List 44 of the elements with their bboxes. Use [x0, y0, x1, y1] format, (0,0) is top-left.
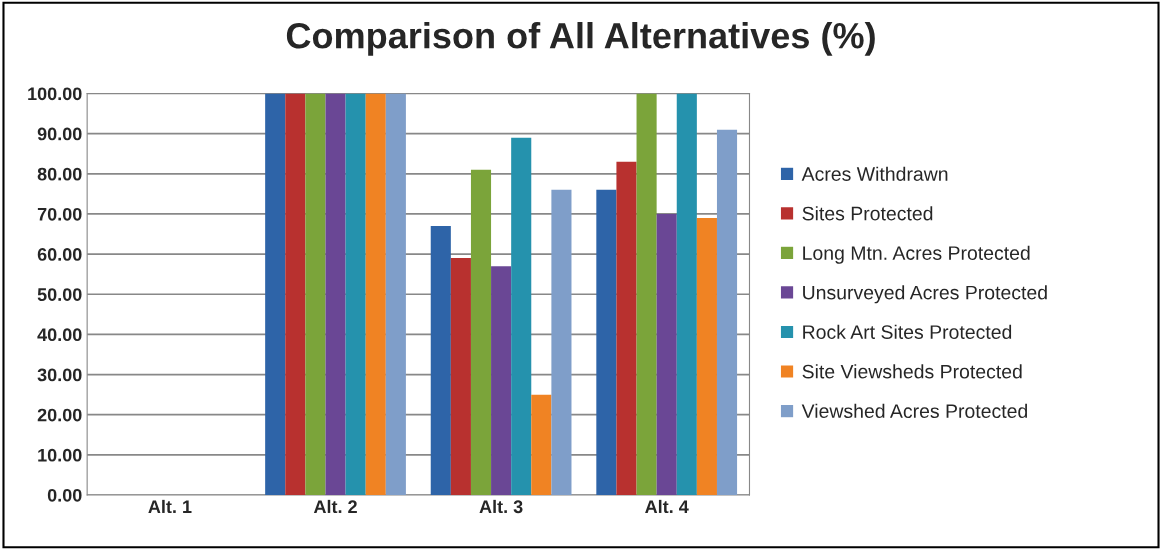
legend-label: Rock Art Sites Protected: [803, 324, 1012, 339]
bar: [365, 93, 386, 495]
legend-label: Viewshed Acres Protected: [801, 403, 1028, 419]
y-tick-label: 80.00: [37, 167, 82, 181]
bar: [511, 137, 532, 495]
y-tick-label: 50.00: [37, 288, 82, 301]
bar: [616, 161, 637, 495]
bar: [676, 93, 697, 495]
legend-label: Long Mtn. Acres Protected: [803, 245, 1030, 264]
bar: [265, 93, 286, 495]
legend-label: Site Viewsheds Protected: [802, 364, 1022, 379]
bar: [430, 226, 451, 495]
bar: [450, 258, 471, 495]
bar: [596, 189, 617, 495]
bar: [656, 213, 677, 495]
x-tick-label: Alt. 1: [148, 499, 192, 514]
bar: [305, 93, 326, 495]
bar: [551, 189, 572, 495]
legend-label: Unsurveyed Acres Protected: [803, 285, 1047, 304]
bar: [345, 93, 366, 495]
chart-title: Comparison of All Alternatives (%): [286, 22, 875, 56]
y-tick-label: 30.00: [37, 368, 82, 382]
bar: [696, 217, 717, 495]
bar: [325, 93, 346, 495]
x-tick-label: Alt. 2: [313, 499, 357, 514]
y-tick-label: 90.00: [37, 127, 82, 141]
bar: [470, 169, 492, 495]
y-tick-label: 20.00: [37, 408, 82, 422]
y-tick-label: 0.00: [47, 488, 82, 502]
bar: [636, 93, 657, 495]
bar: [285, 93, 306, 495]
y-tick-label: 100.00: [28, 87, 82, 101]
bar: [491, 266, 512, 495]
y-tick-label: 40.00: [37, 328, 82, 342]
bar: [716, 129, 738, 495]
y-tick-label: 70.00: [37, 207, 82, 221]
legend-label: Sites Protected: [802, 206, 933, 221]
legend-label: Acres Withdrawn: [801, 166, 948, 181]
bar: [385, 93, 406, 495]
y-tick-label: 10.00: [38, 448, 82, 462]
bar: [531, 394, 552, 495]
x-tick-label: Alt. 4: [645, 499, 689, 514]
y-tick-label: 60.00: [37, 248, 82, 261]
x-tick-label: Alt. 3: [479, 499, 523, 514]
